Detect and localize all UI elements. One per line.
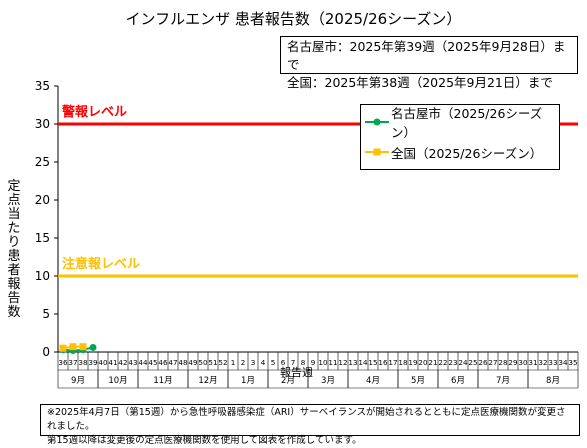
period-box: 名古屋市：2025年第39週（2025年9月28日）まで 全国：2025年第38… [280, 36, 578, 90]
month-label: 2月 [281, 376, 295, 386]
y-tick-label: 5 [42, 307, 50, 321]
week-tick-label: 18 [398, 358, 408, 367]
y-tick-label: 0 [42, 345, 50, 359]
month-label: 6月 [451, 376, 465, 386]
y-axis-label: 定点当たり患者報告数 [7, 179, 21, 320]
week-tick-label: 7 [291, 358, 296, 367]
y-tick-label: 20 [35, 193, 50, 207]
legend-item-national: 全国（2025/26シーズン） [365, 143, 542, 161]
series-group [59, 343, 97, 354]
week-tick-label: 20 [418, 358, 428, 367]
month-label: 9月 [71, 376, 85, 386]
data-point [69, 343, 77, 351]
week-tick-label: 33 [548, 358, 557, 367]
month-label: 5月 [411, 376, 425, 386]
week-tick-label: 49 [188, 358, 198, 367]
week-tick-label: 17 [388, 358, 397, 367]
week-tick-label: 16 [378, 358, 388, 367]
week-tick-label: 9 [311, 358, 316, 367]
week-tick-label: 6 [281, 358, 286, 367]
y-tick-label: 30 [35, 117, 50, 131]
week-tick-label: 29 [508, 358, 518, 367]
data-point [59, 344, 67, 352]
footnote-line-2: 第15週以降は変更後の定点医療機関数を使用して図表を作成しています。 [47, 435, 362, 446]
month-label: 12月 [198, 376, 217, 386]
week-tick-label: 51 [208, 358, 217, 367]
month-label: 8月 [546, 376, 560, 386]
week-tick-label: 48 [178, 358, 188, 367]
week-tick-label: 15 [368, 358, 377, 367]
data-point [89, 343, 97, 351]
week-tick-label: 41 [108, 358, 117, 367]
month-label: 4月 [366, 376, 380, 386]
y-tick-label: 10 [35, 269, 50, 283]
month-label: 1月 [241, 376, 255, 386]
week-tick-label: 12 [338, 358, 347, 367]
week-tick-label: 8 [301, 358, 306, 367]
week-tick-label: 32 [538, 358, 547, 367]
week-tick-label: 1 [231, 358, 236, 367]
y-tick-label: 25 [35, 155, 50, 169]
y-tick-label: 15 [35, 231, 50, 245]
week-tick-label: 31 [528, 358, 537, 367]
week-tick-label: 38 [78, 358, 88, 367]
series-line [62, 346, 94, 352]
week-tick-label: 34 [558, 358, 568, 367]
week-tick-label: 42 [118, 358, 127, 367]
week-tick-label: 46 [158, 358, 168, 367]
month-label: 10月 [108, 376, 127, 386]
week-tick-label: 2 [241, 358, 246, 367]
threshold-label: 注意報レベル [62, 256, 140, 272]
legend: 名古屋市（2025/26シーズン） 全国（2025/26シーズン） [360, 104, 560, 170]
week-tick-label: 37 [68, 358, 77, 367]
week-tick-label: 52 [218, 358, 227, 367]
threshold-label: 警報レベル [62, 104, 127, 120]
week-tick-label: 11 [328, 358, 337, 367]
week-tick-label: 19 [408, 358, 418, 367]
period-line-national: 全国：2025年第38週（2025年9月21日）まで [287, 75, 553, 90]
chart-title: インフルエンザ 患者報告数（2025/26シーズン） [125, 10, 462, 28]
week-tick-label: 50 [198, 358, 208, 367]
data-point [79, 343, 87, 351]
legend-label-nagoya: 名古屋市（2025/26シーズン） [391, 106, 543, 140]
week-tick-label: 14 [358, 358, 368, 367]
month-label: 11月 [153, 376, 172, 386]
week-tick-label: 44 [138, 358, 148, 367]
week-tick-label: 43 [128, 358, 137, 367]
week-tick-label: 21 [428, 358, 437, 367]
week-tick-label: 4 [261, 358, 266, 367]
week-tick-label: 10 [318, 358, 328, 367]
week-tick-label: 27 [488, 358, 497, 367]
week-tick-label: 23 [448, 358, 457, 367]
week-tick-label: 25 [468, 358, 477, 367]
period-line-nagoya: 名古屋市：2025年第39週（2025年9月28日）まで [287, 39, 566, 72]
week-tick-label: 3 [251, 358, 256, 367]
month-label: 3月 [321, 376, 335, 386]
week-tick-label: 30 [518, 358, 528, 367]
legend-item-nagoya: 名古屋市（2025/26シーズン） [365, 106, 559, 140]
week-tick-label: 22 [438, 358, 447, 367]
week-tick-label: 28 [498, 358, 508, 367]
week-tick-label: 5 [271, 358, 276, 367]
week-tick-label: 13 [348, 358, 357, 367]
legend-label-national: 全国（2025/26シーズン） [391, 145, 543, 161]
week-tick-label: 26 [478, 358, 488, 367]
legend-swatch-square-icon [365, 145, 389, 159]
week-tick-label: 39 [88, 358, 98, 367]
week-tick-label: 36 [58, 358, 68, 367]
week-tick-label: 40 [98, 358, 108, 367]
legend-swatch-circle-icon [365, 115, 389, 129]
footnote-line-1: ※2025年4月7日（第15週）から急性呼吸器感染症（ARI）サーベイランスが開… [47, 407, 566, 432]
footnote: ※2025年4月7日（第15週）から急性呼吸器感染症（ARI）サーベイランスが開… [40, 404, 580, 446]
week-tick-label: 35 [568, 358, 577, 367]
week-tick-label: 47 [168, 358, 177, 367]
week-tick-label: 24 [458, 358, 468, 367]
month-label: 7月 [496, 376, 510, 386]
week-tick-label: 45 [148, 358, 157, 367]
y-tick-label: 35 [35, 79, 50, 93]
x-axis-label: 報告週 [280, 366, 313, 379]
